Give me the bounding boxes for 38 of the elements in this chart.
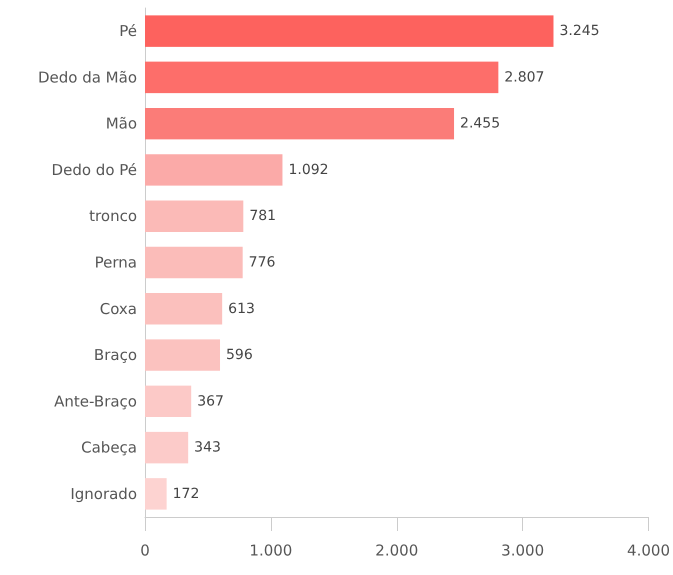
x-tick-label: 4.000 <box>627 542 670 560</box>
bar <box>145 246 243 278</box>
data-label: 613 <box>228 300 255 317</box>
y-tick-label: Perna <box>94 254 137 272</box>
data-label: 2.455 <box>460 116 500 132</box>
x-tick-label: 0 <box>140 542 150 560</box>
bar <box>145 15 554 47</box>
bar <box>145 339 220 371</box>
bar <box>145 293 222 325</box>
bar <box>145 432 188 464</box>
y-tick-label: Dedo do Pé <box>52 160 137 179</box>
bar <box>145 200 244 232</box>
data-label: 367 <box>197 393 224 410</box>
y-tick-label: Pé <box>119 22 137 40</box>
y-tick-label: Coxa <box>100 300 137 318</box>
bar <box>145 478 167 510</box>
x-tick-label: 1.000 <box>249 542 292 560</box>
data-label: 343 <box>194 440 221 456</box>
data-label: 781 <box>249 208 276 224</box>
data-label: 3.245 <box>559 23 600 40</box>
y-tick-label: Braço <box>94 346 137 364</box>
bar <box>145 154 282 186</box>
x-tick-label: 3.000 <box>501 542 544 560</box>
data-label: 1.092 <box>288 162 329 178</box>
x-tick-label: 2.000 <box>375 542 418 560</box>
data-label: 172 <box>172 486 200 502</box>
data-label: 2.807 <box>504 69 544 86</box>
y-tick-label: Cabeça <box>81 438 137 457</box>
y-tick-label: Mão <box>106 114 137 133</box>
bar <box>145 62 498 94</box>
data-label: 596 <box>226 347 253 364</box>
y-tick-label: tronco <box>89 207 137 226</box>
y-tick-label: Dedo da Mão <box>38 68 137 86</box>
y-tick-label: Ante-Braço <box>54 392 137 410</box>
y-tick-label: Ignorado <box>70 484 137 503</box>
bar <box>145 108 454 140</box>
data-label: 776 <box>248 254 276 270</box>
bar <box>145 386 192 418</box>
